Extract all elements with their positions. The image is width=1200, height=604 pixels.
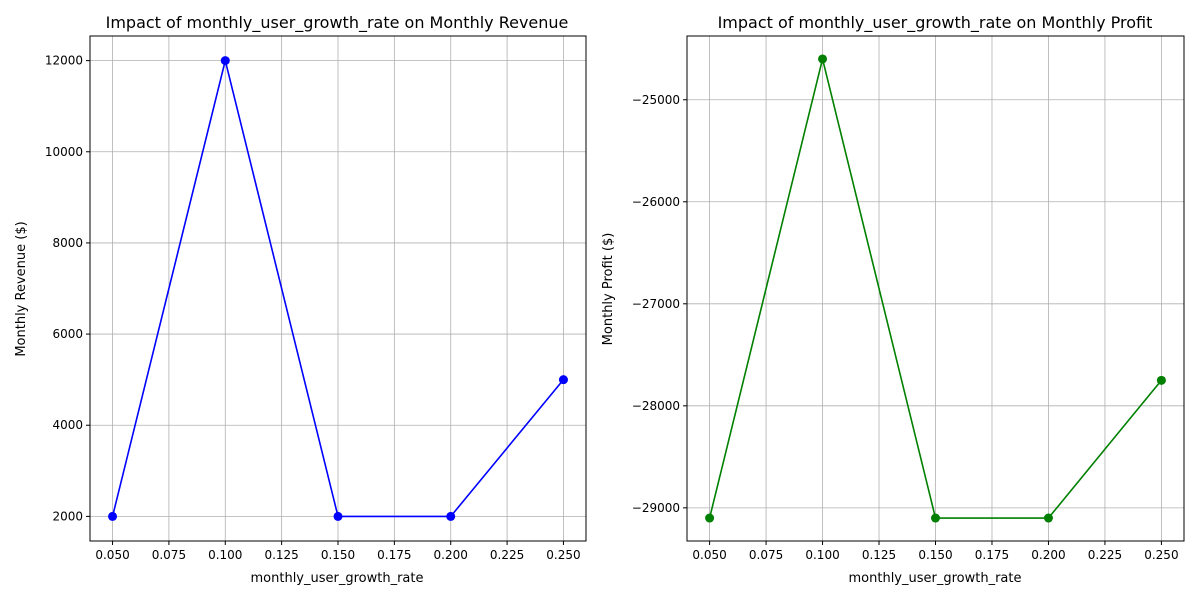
revenue-data-point-4 bbox=[558, 375, 568, 385]
revenue-x-axis-label: monthly_user_growth_rate bbox=[251, 571, 424, 586]
revenue-y-tick-label-4: 10000 bbox=[45, 145, 83, 159]
profit-data-point-2 bbox=[931, 513, 940, 523]
profit-y-tick-label-3: −26000 bbox=[632, 195, 680, 209]
revenue-x-tick-label-0: 0.050 bbox=[95, 548, 129, 562]
revenue-y-axis: 2000 4000 6000 8000 10000 12000 bbox=[45, 54, 90, 523]
revenue-x-tick-label-4: 0.150 bbox=[321, 548, 355, 562]
profit-data-point-3 bbox=[1043, 513, 1053, 523]
revenue-x-tick-label-1: 0.075 bbox=[152, 548, 186, 562]
revenue-y-tick-label-0: 2000 bbox=[52, 509, 83, 523]
revenue-data-point-2 bbox=[333, 511, 343, 521]
profit-x-tick-label-1: 0.075 bbox=[749, 548, 783, 562]
revenue-y-tick-label-3: 8000 bbox=[52, 236, 83, 250]
revenue-y-tick-label-1: 4000 bbox=[52, 418, 83, 432]
profit-x-tick-label-6: 0.200 bbox=[1031, 548, 1065, 562]
revenue-x-tick-label-7: 0.225 bbox=[490, 548, 524, 562]
revenue-data-point-3 bbox=[446, 511, 456, 521]
revenue-y-axis-label: Monthly Revenue ($) bbox=[14, 221, 29, 356]
profit-x-tick-label-4: 0.150 bbox=[918, 548, 952, 562]
profit-x-axis: 0.050 0.075 0.100 0.125 0.150 0.175 0.200 0.225… bbox=[692, 541, 1179, 562]
profit-y-axis-label: Monthly Profit ($) bbox=[601, 233, 616, 346]
profit-grid bbox=[687, 36, 1184, 541]
revenue-x-tick-label-3: 0.125 bbox=[264, 548, 298, 562]
revenue-y-tick-label-2: 6000 bbox=[52, 327, 83, 341]
profit-x-tick-label-7: 0.225 bbox=[1088, 548, 1122, 562]
profit-data-point-0 bbox=[705, 513, 715, 523]
profit-data-point-4 bbox=[1156, 375, 1166, 385]
revenue-x-axis: 0.050 0.075 0.100 0.125 0.150 0.175 0.200 0.225… bbox=[95, 541, 581, 562]
profit-data-point-1 bbox=[818, 54, 828, 64]
revenue-x-tick-label-6: 0.200 bbox=[434, 548, 468, 562]
revenue-chart-title: Impact of monthly_user_growth_rate on Mo… bbox=[106, 13, 569, 33]
profit-x-tick-label-2: 0.100 bbox=[805, 548, 839, 562]
profit-chart-title: Impact of monthly_user_growth_rate on Mo… bbox=[718, 13, 1153, 33]
revenue-x-tick-label-2: 0.100 bbox=[208, 548, 242, 562]
profit-chart: Impact of monthly_user_growth_rate on Mo… bbox=[601, 13, 1185, 586]
revenue-x-tick-label-5: 0.175 bbox=[377, 548, 411, 562]
revenue-data-point-1 bbox=[220, 56, 230, 66]
profit-y-tick-label-0: −29000 bbox=[632, 501, 680, 515]
revenue-x-tick-label-8: 0.250 bbox=[546, 548, 580, 562]
profit-x-axis-label: monthly_user_growth_rate bbox=[849, 571, 1022, 586]
profit-y-axis: −29000 −28000 −27000 −26000 −25000 bbox=[632, 93, 687, 515]
profit-x-tick-label-8: 0.250 bbox=[1144, 548, 1178, 562]
profit-x-tick-label-0: 0.050 bbox=[692, 548, 726, 562]
revenue-data-point-0 bbox=[108, 511, 118, 521]
profit-y-tick-label-2: −27000 bbox=[632, 297, 680, 311]
revenue-chart: Impact of monthly_user_growth_rate on Mo… bbox=[14, 13, 587, 586]
profit-x-tick-label-5: 0.175 bbox=[975, 548, 1009, 562]
revenue-y-tick-label-5: 12000 bbox=[45, 54, 83, 68]
revenue-grid bbox=[90, 36, 586, 541]
profit-x-tick-label-3: 0.125 bbox=[862, 548, 896, 562]
profit-y-tick-label-4: −25000 bbox=[632, 93, 680, 107]
profit-y-tick-label-1: −28000 bbox=[632, 399, 680, 413]
